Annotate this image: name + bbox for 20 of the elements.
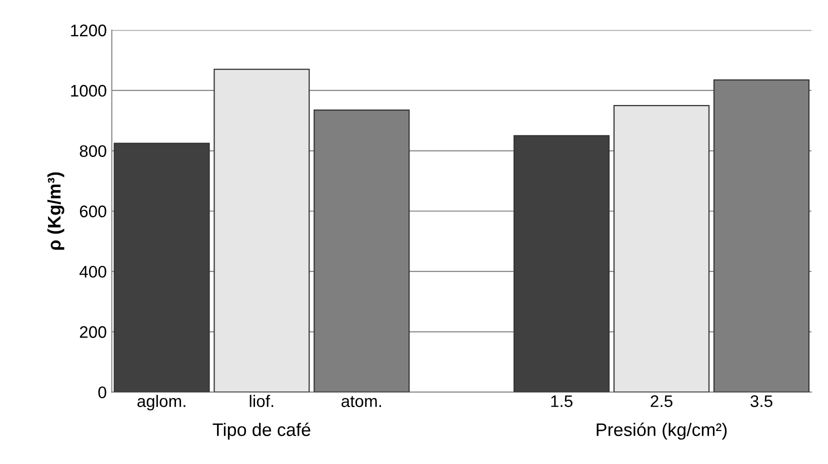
x-tick-label: liof. (250, 394, 274, 408)
y-tick-label: 0 (98, 386, 106, 398)
x-tick-label: atom. (342, 396, 381, 408)
x-tick-label: 2.5 (650, 395, 672, 408)
y-tick-label: 800 (80, 145, 106, 158)
x-tick-label: aglom. (137, 394, 186, 410)
y-tick-label: 600 (80, 206, 106, 218)
x-tick-label: 1.5 (551, 395, 572, 408)
y-tick-label: 1000 (71, 84, 106, 97)
text: Presión (kg/cm²) (596, 422, 727, 440)
bar (114, 142, 210, 392)
bar (514, 135, 610, 392)
bar (613, 105, 710, 392)
y-tick-label: 400 (79, 266, 106, 278)
y-tick-label: 200 (80, 326, 106, 338)
bar (214, 68, 310, 392)
y-axis-title: ρ (Kg/m³) (47, 172, 64, 250)
text: Tipo de café (212, 422, 310, 440)
x-tick-label: 3.5 (750, 395, 772, 408)
y-tick-label: 1200 (71, 24, 106, 36)
